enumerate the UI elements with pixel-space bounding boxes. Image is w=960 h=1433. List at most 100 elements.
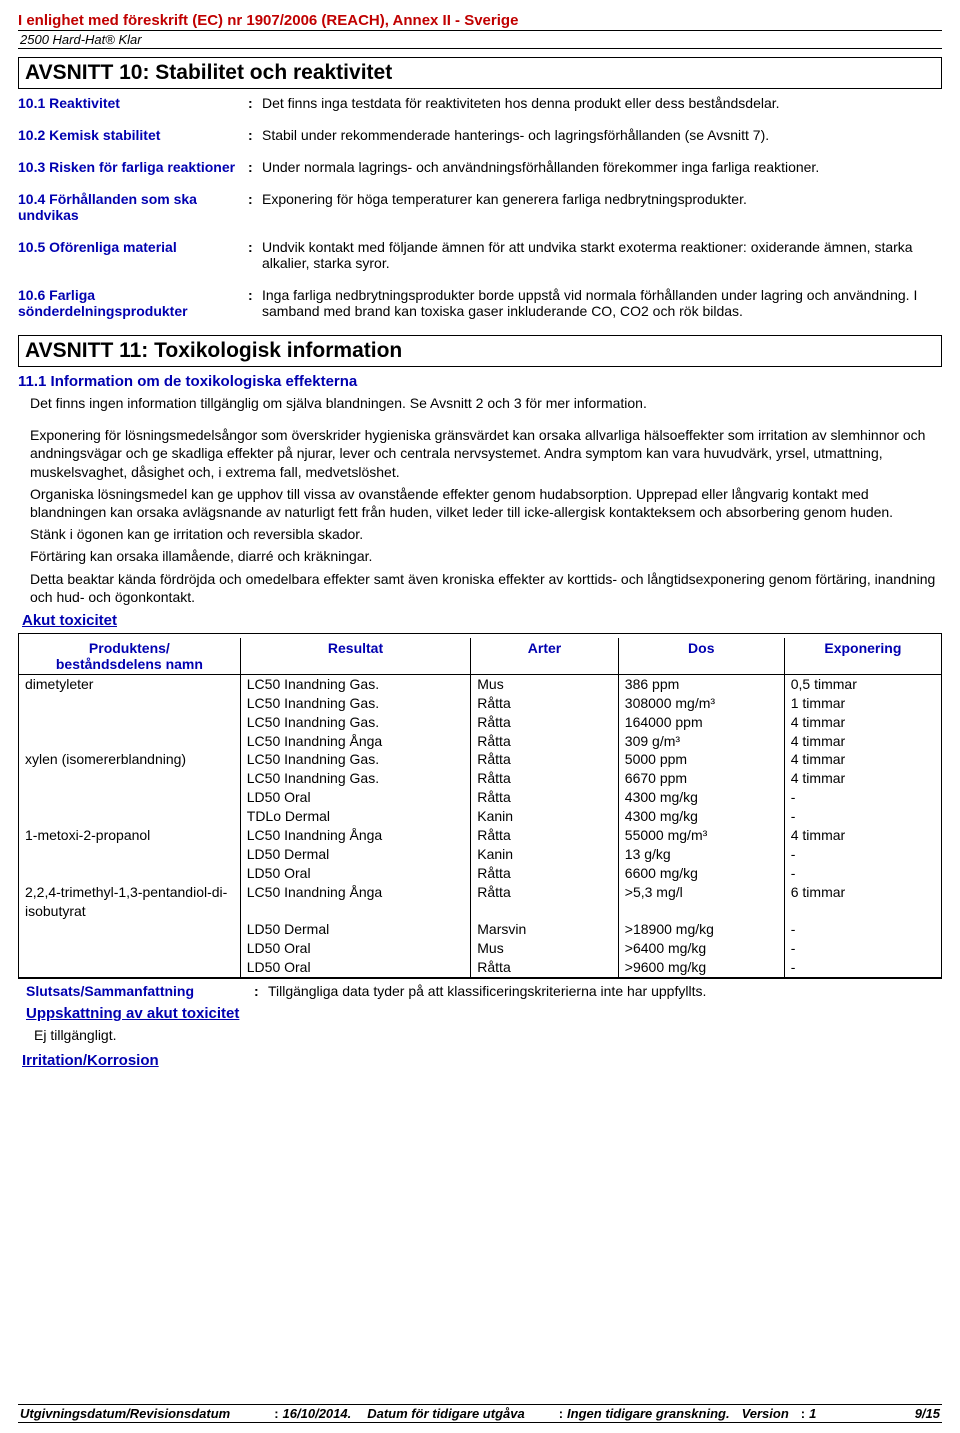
section-10-title: AVSNITT 10: Stabilitet och reaktivitet [25, 61, 935, 85]
table-row: LC50 Inandning Gas.Råtta6670 ppm4 timmar [19, 769, 941, 788]
section-10-row: 10.5 Oförenliga material:Undvik kontakt … [18, 239, 942, 271]
table-cell: 0,5 timmar [784, 674, 941, 693]
table-cell: Råtta [471, 769, 619, 788]
table-cell [19, 694, 240, 713]
table-cell: - [784, 807, 941, 826]
table-cell: 4 timmar [784, 713, 941, 732]
table-cell: Råtta [471, 750, 619, 769]
table-cell [19, 807, 240, 826]
footer-prev-value: Ingen tidigare granskning. [567, 1406, 730, 1421]
table-row: xylen (isomererblandning)LC50 Inandning … [19, 750, 941, 769]
table-header: Produktens/beståndsdelens namn [19, 638, 240, 675]
table-cell: >6400 mg/kg [618, 939, 784, 958]
footer-date-label: Utgivningsdatum/Revisionsdatum [20, 1406, 230, 1421]
conclusion-row: Slutsats/Sammanfattning : Tillgängliga d… [26, 983, 942, 999]
table-cell: 4300 mg/kg [618, 807, 784, 826]
irritation-heading: Irritation/Korrosion [22, 1052, 942, 1069]
table-cell: LD50 Dermal [240, 845, 471, 864]
table-cell: 13 g/kg [618, 845, 784, 864]
table-row: LD50 OralMus>6400 mg/kg- [19, 939, 941, 958]
section-10-value: Inga farliga nedbrytningsprodukter borde… [262, 287, 942, 319]
table-row: 2,2,4-trimethyl-1,3-pentandiol-di-isobut… [19, 883, 941, 921]
section-10-row: 10.4 Förhållanden som ska undvikas:Expon… [18, 191, 942, 223]
table-cell: 6600 mg/kg [618, 864, 784, 883]
table-cell: Råtta [471, 883, 619, 921]
footer-version-label: Version [742, 1406, 789, 1421]
section-10-header: AVSNITT 10: Stabilitet och reaktivitet [18, 57, 942, 89]
section-10-value: Det finns inga testdata för reaktivitete… [262, 95, 942, 111]
table-row: LC50 Inandning ÅngaRåtta309 g/m³4 timmar [19, 732, 941, 751]
table-cell: 5000 ppm [618, 750, 784, 769]
table-header: Exponering [784, 638, 941, 675]
table-cell: - [784, 939, 941, 958]
table-cell: 4 timmar [784, 769, 941, 788]
table-cell: LC50 Inandning Gas. [240, 694, 471, 713]
table-cell: LC50 Inandning Ånga [240, 883, 471, 921]
section-11-1-heading: 11.1 Information om de toxikologiska eff… [18, 373, 942, 390]
regulation-line: I enlighet med föreskrift (EC) nr 1907/2… [18, 12, 942, 29]
table-row: LD50 DermalKanin13 g/kg- [19, 845, 941, 864]
acute-toxicity-heading: Akut toxicitet [22, 612, 942, 629]
section-11-body-3: Stänk i ögonen kan ge irritation och rev… [30, 525, 942, 543]
table-header: Arter [471, 638, 619, 675]
table-cell: - [784, 920, 941, 939]
table-cell: Råtta [471, 694, 619, 713]
table-header: Dos [618, 638, 784, 675]
footer-date-value: 16/10/2014. [283, 1406, 352, 1421]
table-cell: - [784, 788, 941, 807]
table-cell: LC50 Inandning Gas. [240, 750, 471, 769]
section-11-header: AVSNITT 11: Toxikologisk information [18, 335, 942, 367]
table-cell: LC50 Inandning Gas. [240, 674, 471, 693]
section-11-title: AVSNITT 11: Toxikologisk information [25, 339, 935, 363]
table-cell: 386 ppm [618, 674, 784, 693]
table-cell: Kanin [471, 845, 619, 864]
toxicity-table-wrapper: Produktens/beståndsdelens namnResultatAr… [18, 633, 942, 979]
table-cell: Råtta [471, 958, 619, 977]
table-cell: Råtta [471, 788, 619, 807]
table-cell: - [784, 958, 941, 977]
table-cell: >18900 mg/kg [618, 920, 784, 939]
table-cell [19, 845, 240, 864]
table-cell [19, 864, 240, 883]
table-cell: LC50 Inandning Ånga [240, 826, 471, 845]
table-row: LC50 Inandning Gas.Råtta308000 mg/m³1 ti… [19, 694, 941, 713]
footer-prev-label: Datum för tidigare utgåva [367, 1406, 524, 1421]
table-cell: Kanin [471, 807, 619, 826]
table-cell: LD50 Dermal [240, 920, 471, 939]
footer-version-value: 1 [809, 1406, 816, 1421]
table-cell: Råtta [471, 732, 619, 751]
section-11-body-5: Detta beaktar kända fördröjda och omedel… [30, 570, 942, 606]
section-10-label: 10.6 Farliga sönderdelningsprodukter [18, 287, 248, 319]
table-cell: 164000 ppm [618, 713, 784, 732]
section-10-value: Under normala lagrings- och användningsf… [262, 159, 942, 175]
table-cell [19, 939, 240, 958]
table-cell: Råtta [471, 826, 619, 845]
table-row: LD50 OralRåtta>9600 mg/kg- [19, 958, 941, 977]
table-row: LC50 Inandning Gas.Råtta164000 ppm4 timm… [19, 713, 941, 732]
table-cell [19, 732, 240, 751]
table-cell [19, 769, 240, 788]
table-cell: 2,2,4-trimethyl-1,3-pentandiol-di-isobut… [19, 883, 240, 921]
section-10-row: 10.6 Farliga sönderdelningsprodukter:Ing… [18, 287, 942, 319]
table-cell [19, 958, 240, 977]
page-footer: Utgivningsdatum/Revisionsdatum : 16/10/2… [18, 1404, 942, 1423]
table-cell: LD50 Oral [240, 864, 471, 883]
table-header: Resultat [240, 638, 471, 675]
table-row: LD50 OralRåtta6600 mg/kg- [19, 864, 941, 883]
table-cell: 308000 mg/m³ [618, 694, 784, 713]
table-cell: Råtta [471, 864, 619, 883]
acute-estimate-value: Ej tillgängligt. [34, 1026, 942, 1044]
table-cell: LD50 Oral [240, 788, 471, 807]
section-10-label: 10.3 Risken för farliga reaktioner [18, 159, 248, 175]
table-row: TDLo DermalKanin4300 mg/kg- [19, 807, 941, 826]
section-11-body-4: Förtäring kan orsaka illamående, diarré … [30, 547, 942, 565]
section-10-value: Stabil under rekommenderade hanterings- … [262, 127, 942, 143]
table-cell: 4 timmar [784, 750, 941, 769]
table-cell [19, 713, 240, 732]
table-cell: 309 g/m³ [618, 732, 784, 751]
table-cell: 4 timmar [784, 826, 941, 845]
table-cell: >9600 mg/kg [618, 958, 784, 977]
table-cell: xylen (isomererblandning) [19, 750, 240, 769]
table-cell: 1-metoxi-2-propanol [19, 826, 240, 845]
section-10-label: 10.4 Förhållanden som ska undvikas [18, 191, 248, 223]
